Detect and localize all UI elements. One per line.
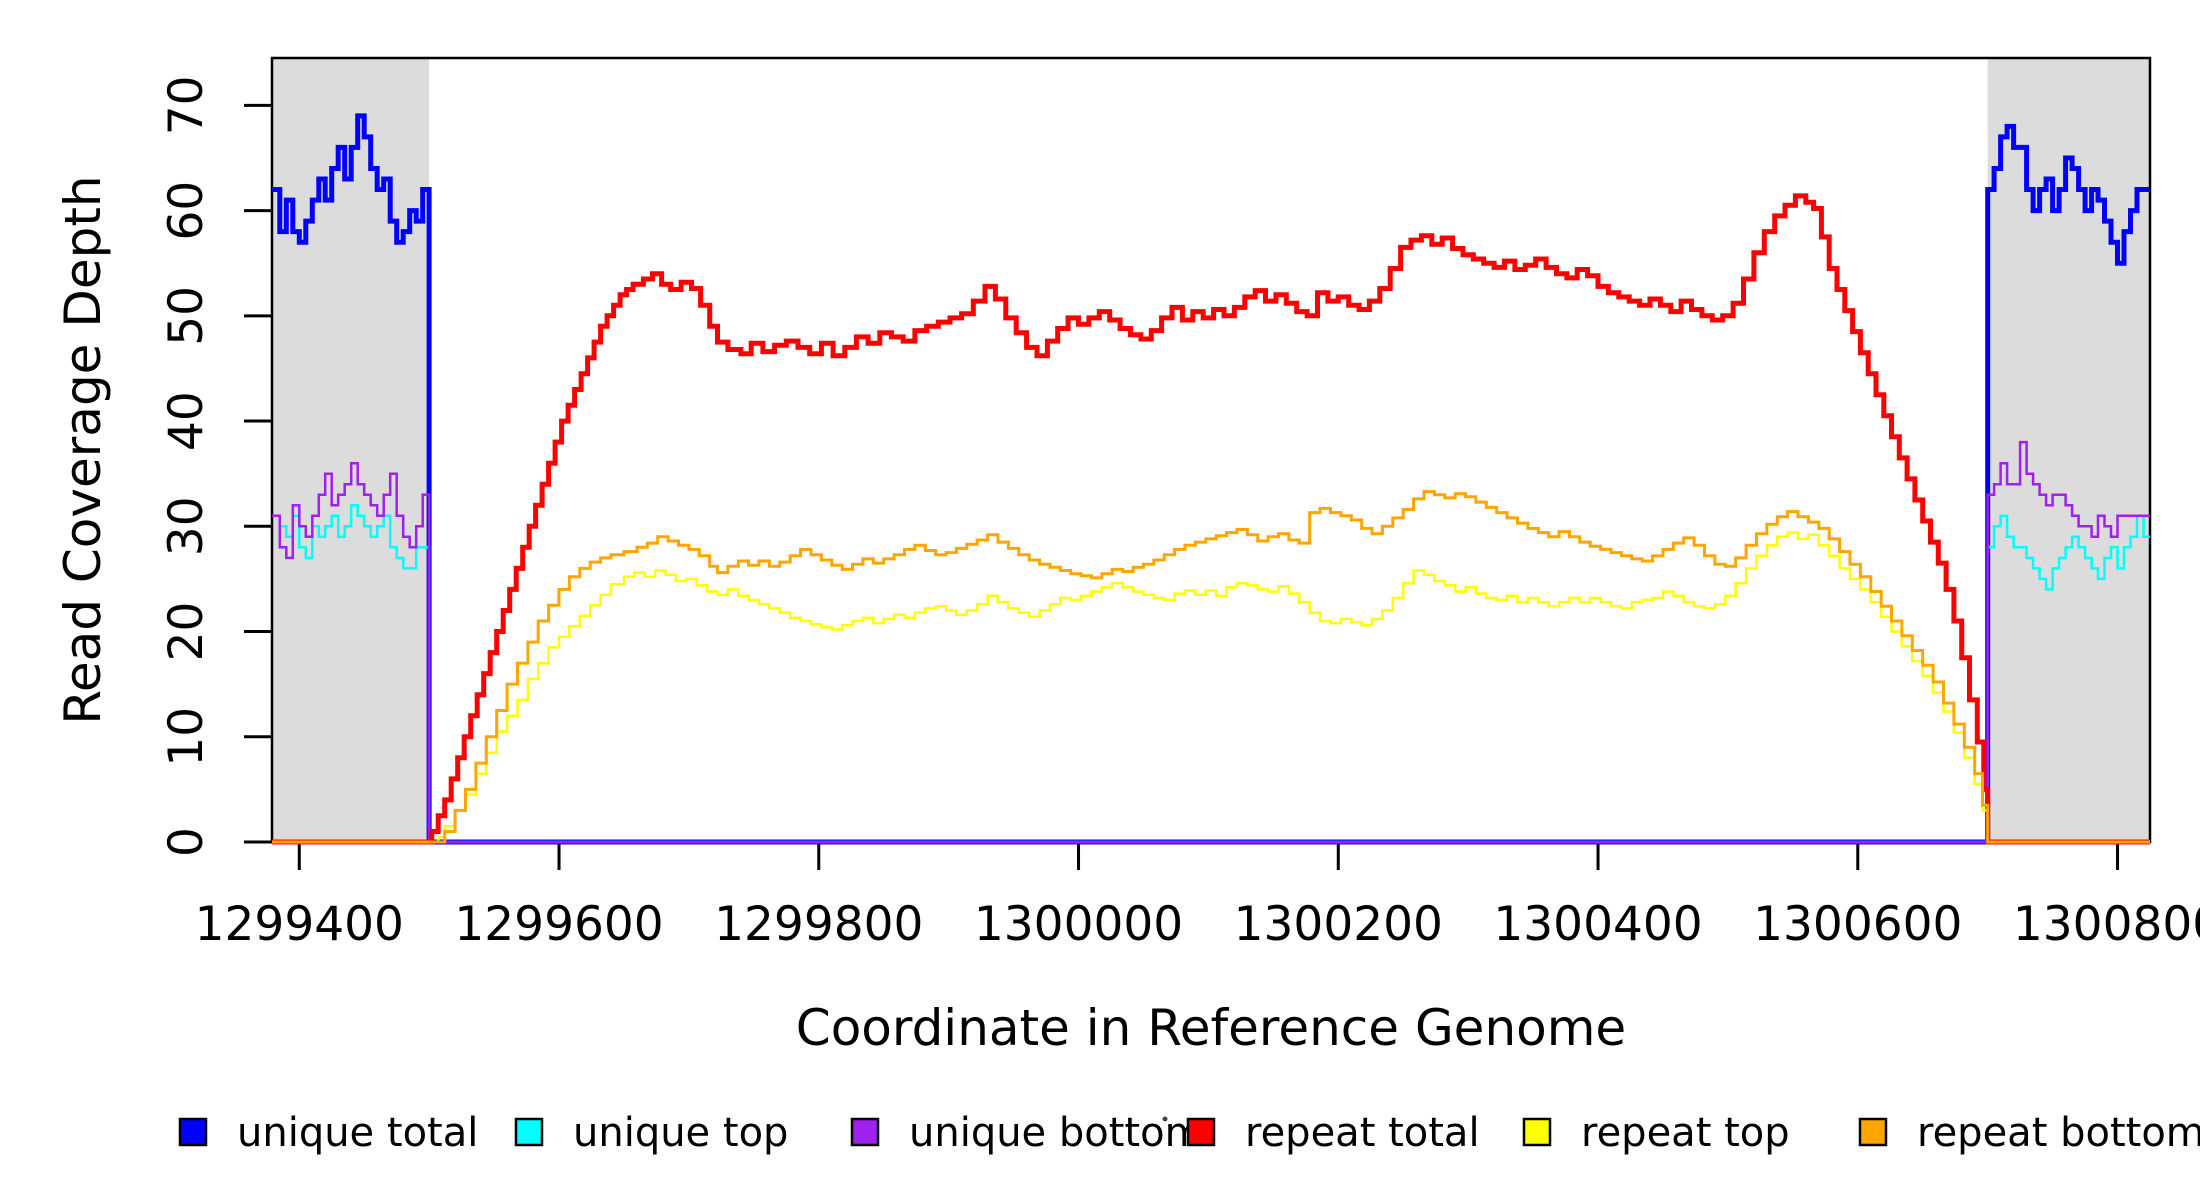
y-axis-title: Read Coverage Depth: [54, 175, 112, 724]
series-line-unique-total: [272, 113, 2150, 845]
legend-label-repeat-total: repeat total: [1245, 1110, 1480, 1156]
legend-swatch-unique-top: [514, 1117, 544, 1147]
shaded-region: [1987, 58, 2150, 842]
x-tick-label: 1299800: [714, 897, 923, 952]
y-tick-label: 10: [159, 707, 214, 767]
series-line-repeat-total: [272, 193, 2150, 845]
legend-label-unique-top: unique top: [573, 1110, 788, 1156]
legend-swatch-repeat-bottom: [1858, 1117, 1888, 1147]
x-tick-label: 1300600: [1753, 897, 1962, 952]
x-tick-label: 1300400: [1493, 897, 1702, 952]
x-tick-label: 1300200: [1234, 897, 1443, 952]
legend: unique total unique top unique bottom repea…: [178, 1110, 2200, 1156]
y-tick-label: 30: [159, 496, 214, 556]
legend-swatch-unique-total: [178, 1117, 208, 1147]
x-axis-ticks: 1299400 1299600 1299800 1300000 1300200 13004…: [195, 842, 2200, 952]
series-line-repeat-bottom: [272, 490, 2150, 844]
legend-swatch-unique-bottom: [850, 1117, 880, 1147]
series-line-repeat-top: [272, 531, 2150, 844]
y-tick-label: 70: [159, 75, 214, 135]
legend-label-unique-bottom: unique bottom: [909, 1110, 1204, 1156]
series-line-unique-top: [272, 503, 2150, 844]
y-tick-label: 60: [159, 181, 214, 241]
x-tick-label: 1299400: [195, 897, 404, 952]
x-tick-label: 1300000: [974, 897, 1183, 952]
legend-label-repeat-bottom: repeat bottom: [1917, 1110, 2200, 1156]
y-tick-label: 20: [159, 602, 214, 662]
y-tick-label: 40: [159, 391, 214, 451]
legend-label-repeat-top: repeat top: [1581, 1110, 1790, 1156]
y-tick-label: 50: [159, 286, 214, 346]
legend-label-unique-total: unique total: [237, 1110, 478, 1156]
shaded-duplication-regions: [272, 58, 2150, 842]
series-lines: [272, 113, 2150, 845]
x-axis-title: Coordinate in Reference Genome: [796, 999, 1626, 1057]
x-tick-label: 1299600: [454, 897, 663, 952]
legend-swatch-repeat-total: [1186, 1117, 1216, 1147]
y-tick-label: 0: [159, 827, 214, 857]
stray-dot: [1162, 1116, 1168, 1122]
series-line-unique-bottom: [272, 440, 2150, 844]
legend-swatch-repeat-top: [1522, 1117, 1552, 1147]
y-axis-ticks: 0 10 20 30 40 50 60 70: [159, 75, 272, 857]
shaded-region: [272, 58, 430, 842]
